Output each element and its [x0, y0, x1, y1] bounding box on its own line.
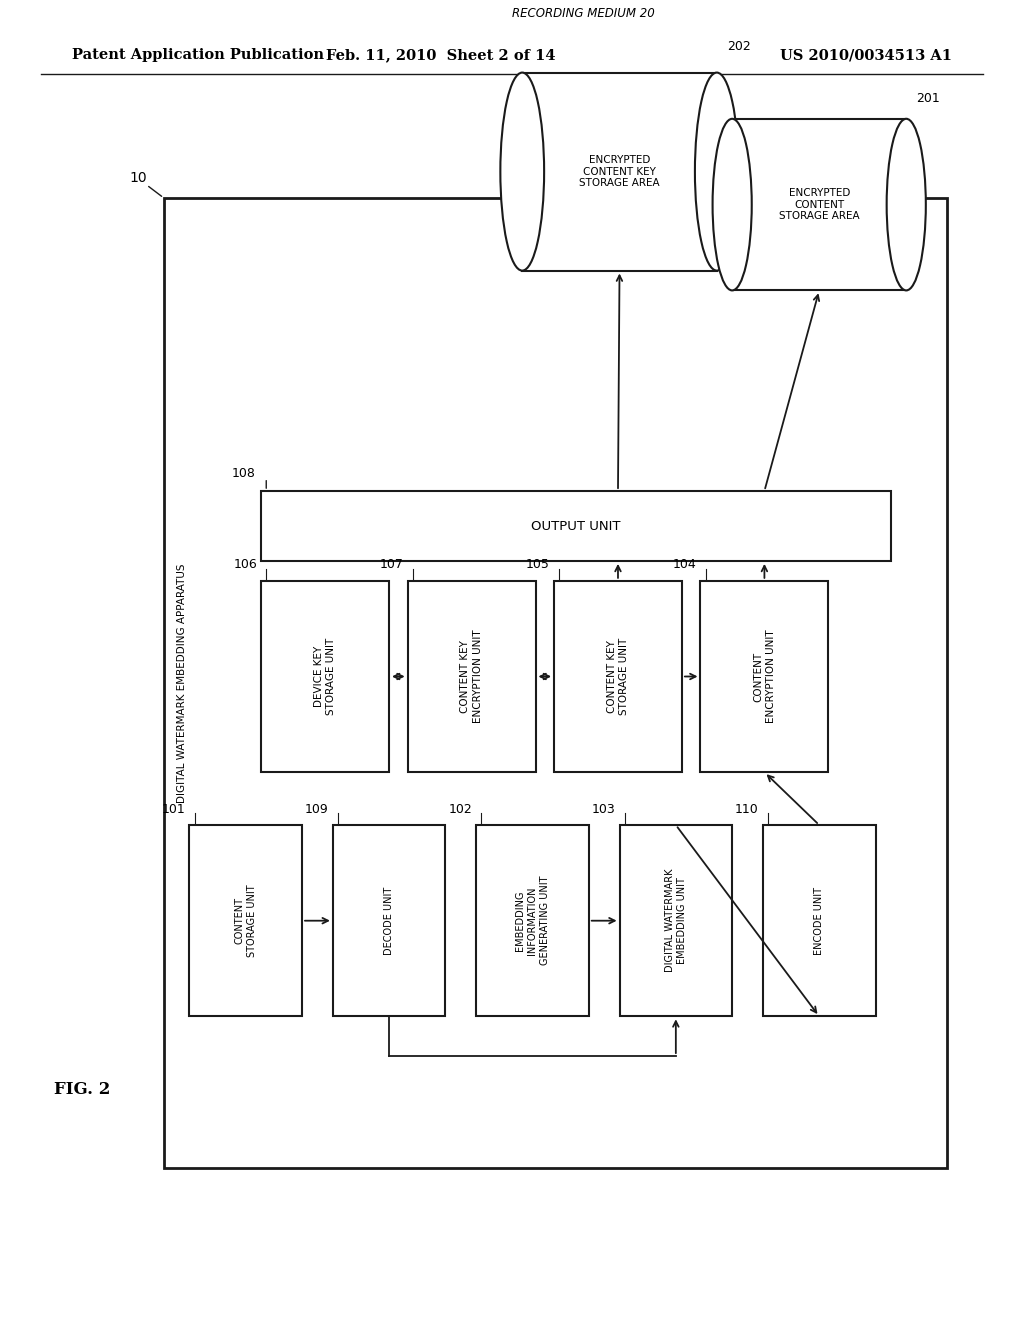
Text: DEVICE KEY
STORAGE UNIT: DEVICE KEY STORAGE UNIT	[314, 638, 336, 715]
Bar	[333, 825, 445, 1016]
Text: DIGITAL WATERMARK EMBEDDING APPARATUS: DIGITAL WATERMARK EMBEDDING APPARATUS	[177, 564, 187, 803]
Bar	[261, 581, 389, 772]
Ellipse shape	[695, 73, 738, 271]
Text: 103: 103	[592, 803, 615, 816]
Text: OUTPUT UNIT: OUTPUT UNIT	[531, 520, 621, 532]
Text: 109: 109	[305, 803, 329, 816]
Text: ENCRYPTED
CONTENT KEY
STORAGE AREA: ENCRYPTED CONTENT KEY STORAGE AREA	[580, 154, 659, 189]
Text: RECORDING MEDIUM 20: RECORDING MEDIUM 20	[512, 7, 654, 20]
Bar	[408, 581, 536, 772]
Bar	[261, 491, 891, 561]
Text: CONTENT
STORAGE UNIT: CONTENT STORAGE UNIT	[234, 884, 257, 957]
Text: 104: 104	[673, 558, 696, 572]
Text: DIGITAL WATERMARK
EMBEDDING UNIT: DIGITAL WATERMARK EMBEDDING UNIT	[665, 869, 687, 973]
Text: 110: 110	[735, 803, 759, 816]
Text: 101: 101	[162, 803, 185, 816]
Text: 108: 108	[232, 467, 256, 480]
Ellipse shape	[501, 73, 544, 271]
Ellipse shape	[713, 119, 752, 290]
Text: CONTENT KEY
ENCRYPTION UNIT: CONTENT KEY ENCRYPTION UNIT	[461, 630, 482, 723]
Bar	[522, 73, 717, 271]
Text: Patent Application Publication: Patent Application Publication	[72, 49, 324, 62]
Text: US 2010/0034513 A1: US 2010/0034513 A1	[780, 49, 952, 62]
Bar	[554, 581, 682, 772]
Text: 10: 10	[129, 172, 147, 185]
Bar	[763, 825, 876, 1016]
Bar	[189, 825, 302, 1016]
Ellipse shape	[887, 119, 926, 290]
Text: ENCODE UNIT: ENCODE UNIT	[814, 887, 824, 954]
Bar	[700, 581, 828, 772]
Bar	[476, 825, 589, 1016]
Text: 106: 106	[233, 558, 257, 572]
Text: CONTENT
ENCRYPTION UNIT: CONTENT ENCRYPTION UNIT	[754, 630, 775, 723]
Text: 107: 107	[380, 558, 403, 572]
Text: EMBEDDING
INFORMATION
GENERATING UNIT: EMBEDDING INFORMATION GENERATING UNIT	[515, 876, 550, 965]
Text: CONTENT KEY
STORAGE UNIT: CONTENT KEY STORAGE UNIT	[607, 638, 629, 715]
Text: DECODE UNIT: DECODE UNIT	[384, 887, 394, 954]
Bar	[620, 825, 732, 1016]
Text: 201: 201	[916, 92, 940, 106]
Text: 102: 102	[449, 803, 472, 816]
Text: 105: 105	[526, 558, 550, 572]
Bar	[732, 119, 906, 290]
Text: Feb. 11, 2010  Sheet 2 of 14: Feb. 11, 2010 Sheet 2 of 14	[326, 49, 555, 62]
Text: 202: 202	[727, 40, 751, 53]
Text: ENCRYPTED
CONTENT
STORAGE AREA: ENCRYPTED CONTENT STORAGE AREA	[779, 187, 859, 222]
Text: FIG. 2: FIG. 2	[53, 1081, 111, 1097]
Bar	[164, 198, 947, 1168]
